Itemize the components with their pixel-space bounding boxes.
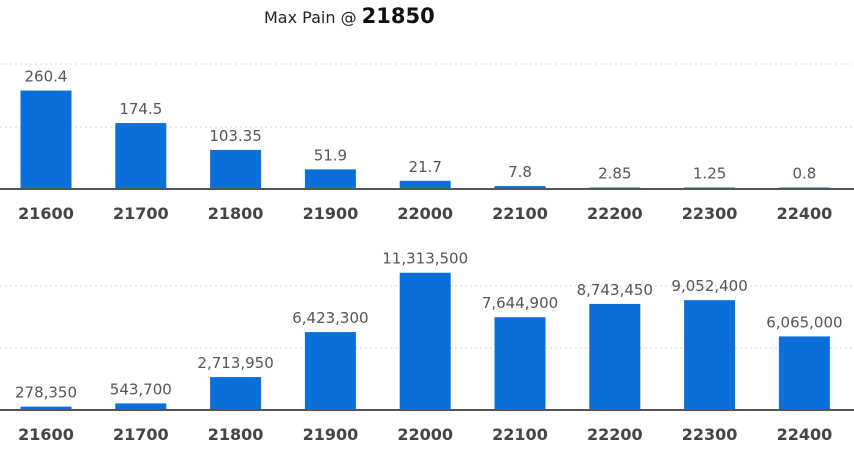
x-tick-22200: 22200 <box>587 204 643 223</box>
value-label-21600: 278,350 <box>15 384 77 402</box>
value-label-22300: 9,052,400 <box>671 277 747 295</box>
x-tick-22200: 22200 <box>587 425 643 444</box>
value-label-22100: 7,644,900 <box>482 294 558 312</box>
bar-21600 <box>20 406 72 410</box>
value-label-21700: 174.5 <box>119 100 162 118</box>
x-tick-21600: 21600 <box>18 425 74 444</box>
bar-21700 <box>115 123 167 189</box>
value-label-22000: 11,313,500 <box>382 250 468 268</box>
bar-22400 <box>778 336 830 410</box>
x-tick-21700: 21700 <box>113 204 169 223</box>
value-label-22000: 21.7 <box>408 158 441 176</box>
value-label-22100: 7.8 <box>508 163 532 181</box>
x-tick-21800: 21800 <box>208 204 264 223</box>
chart-panel-1: 260.4 21600 174.5 21700 103.35 21800 51.9 21900… <box>0 63 854 223</box>
x-tick-22100: 22100 <box>492 204 548 223</box>
value-label-22300: 1.25 <box>693 165 726 183</box>
x-tick-21700: 21700 <box>113 425 169 444</box>
x-tick-21800: 21800 <box>208 425 264 444</box>
value-label-22200: 2.85 <box>598 165 631 183</box>
x-tick-22000: 22000 <box>397 204 453 223</box>
x-tick-21600: 21600 <box>18 204 74 223</box>
value-label-21900: 51.9 <box>314 146 347 164</box>
x-tick-22000: 22000 <box>397 425 453 444</box>
bar-21700 <box>115 403 167 410</box>
x-tick-22300: 22300 <box>682 425 738 444</box>
x-tick-22400: 22400 <box>777 204 833 223</box>
x-tick-22400: 22400 <box>777 425 833 444</box>
bar-22300 <box>684 300 736 410</box>
max-pain-value: 21850 <box>361 4 435 28</box>
bar-21900 <box>304 169 356 189</box>
value-label-21600: 260.4 <box>25 68 68 86</box>
value-label-21800: 2,713,950 <box>197 354 273 372</box>
value-label-21900: 6,423,300 <box>292 309 368 327</box>
bar-21800 <box>210 377 262 410</box>
x-tick-22100: 22100 <box>492 425 548 444</box>
value-label-22200: 8,743,450 <box>577 281 653 299</box>
value-label-21800: 103.35 <box>209 127 262 145</box>
x-tick-22300: 22300 <box>682 204 738 223</box>
title-prefix: Max Pain @ <box>264 8 362 27</box>
value-label-22400: 0.8 <box>792 165 816 183</box>
bar-22000 <box>399 272 451 410</box>
chart-panel-2: 278,350 21600 543,700 21700 2,713,950 21800 6,… <box>0 250 854 444</box>
x-tick-21900: 21900 <box>303 425 359 444</box>
bar-21900 <box>304 332 356 410</box>
value-label-22400: 6,065,000 <box>766 313 842 331</box>
bar-22000 <box>399 180 451 189</box>
bar-21600 <box>20 90 72 189</box>
bar-22100 <box>494 186 546 189</box>
bar-21800 <box>210 149 262 189</box>
bar-22200 <box>589 303 641 410</box>
value-label-21700: 543,700 <box>110 380 172 398</box>
x-tick-21900: 21900 <box>303 204 359 223</box>
bar-22100 <box>494 317 546 410</box>
